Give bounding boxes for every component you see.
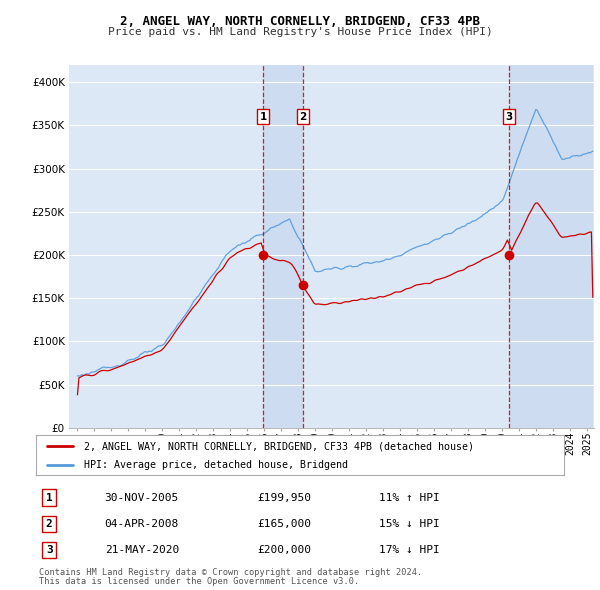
Text: 21-MAY-2020: 21-MAY-2020 xyxy=(104,545,179,555)
Text: 15% ↓ HPI: 15% ↓ HPI xyxy=(379,519,440,529)
Text: 30-NOV-2005: 30-NOV-2005 xyxy=(104,493,179,503)
Text: 2, ANGEL WAY, NORTH CORNELLY, BRIDGEND, CF33 4PB (detached house): 2, ANGEL WAY, NORTH CORNELLY, BRIDGEND, … xyxy=(83,441,473,451)
Text: 04-APR-2008: 04-APR-2008 xyxy=(104,519,179,529)
Text: 3: 3 xyxy=(46,545,53,555)
Text: 3: 3 xyxy=(505,112,512,122)
Text: Price paid vs. HM Land Registry's House Price Index (HPI): Price paid vs. HM Land Registry's House … xyxy=(107,27,493,37)
Text: £199,950: £199,950 xyxy=(258,493,312,503)
Text: 1: 1 xyxy=(46,493,53,503)
Text: £165,000: £165,000 xyxy=(258,519,312,529)
Text: 2: 2 xyxy=(46,519,53,529)
Text: Contains HM Land Registry data © Crown copyright and database right 2024.: Contains HM Land Registry data © Crown c… xyxy=(39,568,422,577)
Text: This data is licensed under the Open Government Licence v3.0.: This data is licensed under the Open Gov… xyxy=(39,577,359,586)
Bar xyxy=(263,65,303,428)
Text: £200,000: £200,000 xyxy=(258,545,312,555)
Text: 2, ANGEL WAY, NORTH CORNELLY, BRIDGEND, CF33 4PB: 2, ANGEL WAY, NORTH CORNELLY, BRIDGEND, … xyxy=(120,15,480,28)
Text: 17% ↓ HPI: 17% ↓ HPI xyxy=(379,545,440,555)
Text: 1: 1 xyxy=(259,112,266,122)
Text: 11% ↑ HPI: 11% ↑ HPI xyxy=(379,493,440,503)
Text: HPI: Average price, detached house, Bridgend: HPI: Average price, detached house, Brid… xyxy=(83,460,347,470)
Bar xyxy=(509,65,593,428)
Text: 2: 2 xyxy=(299,112,307,122)
